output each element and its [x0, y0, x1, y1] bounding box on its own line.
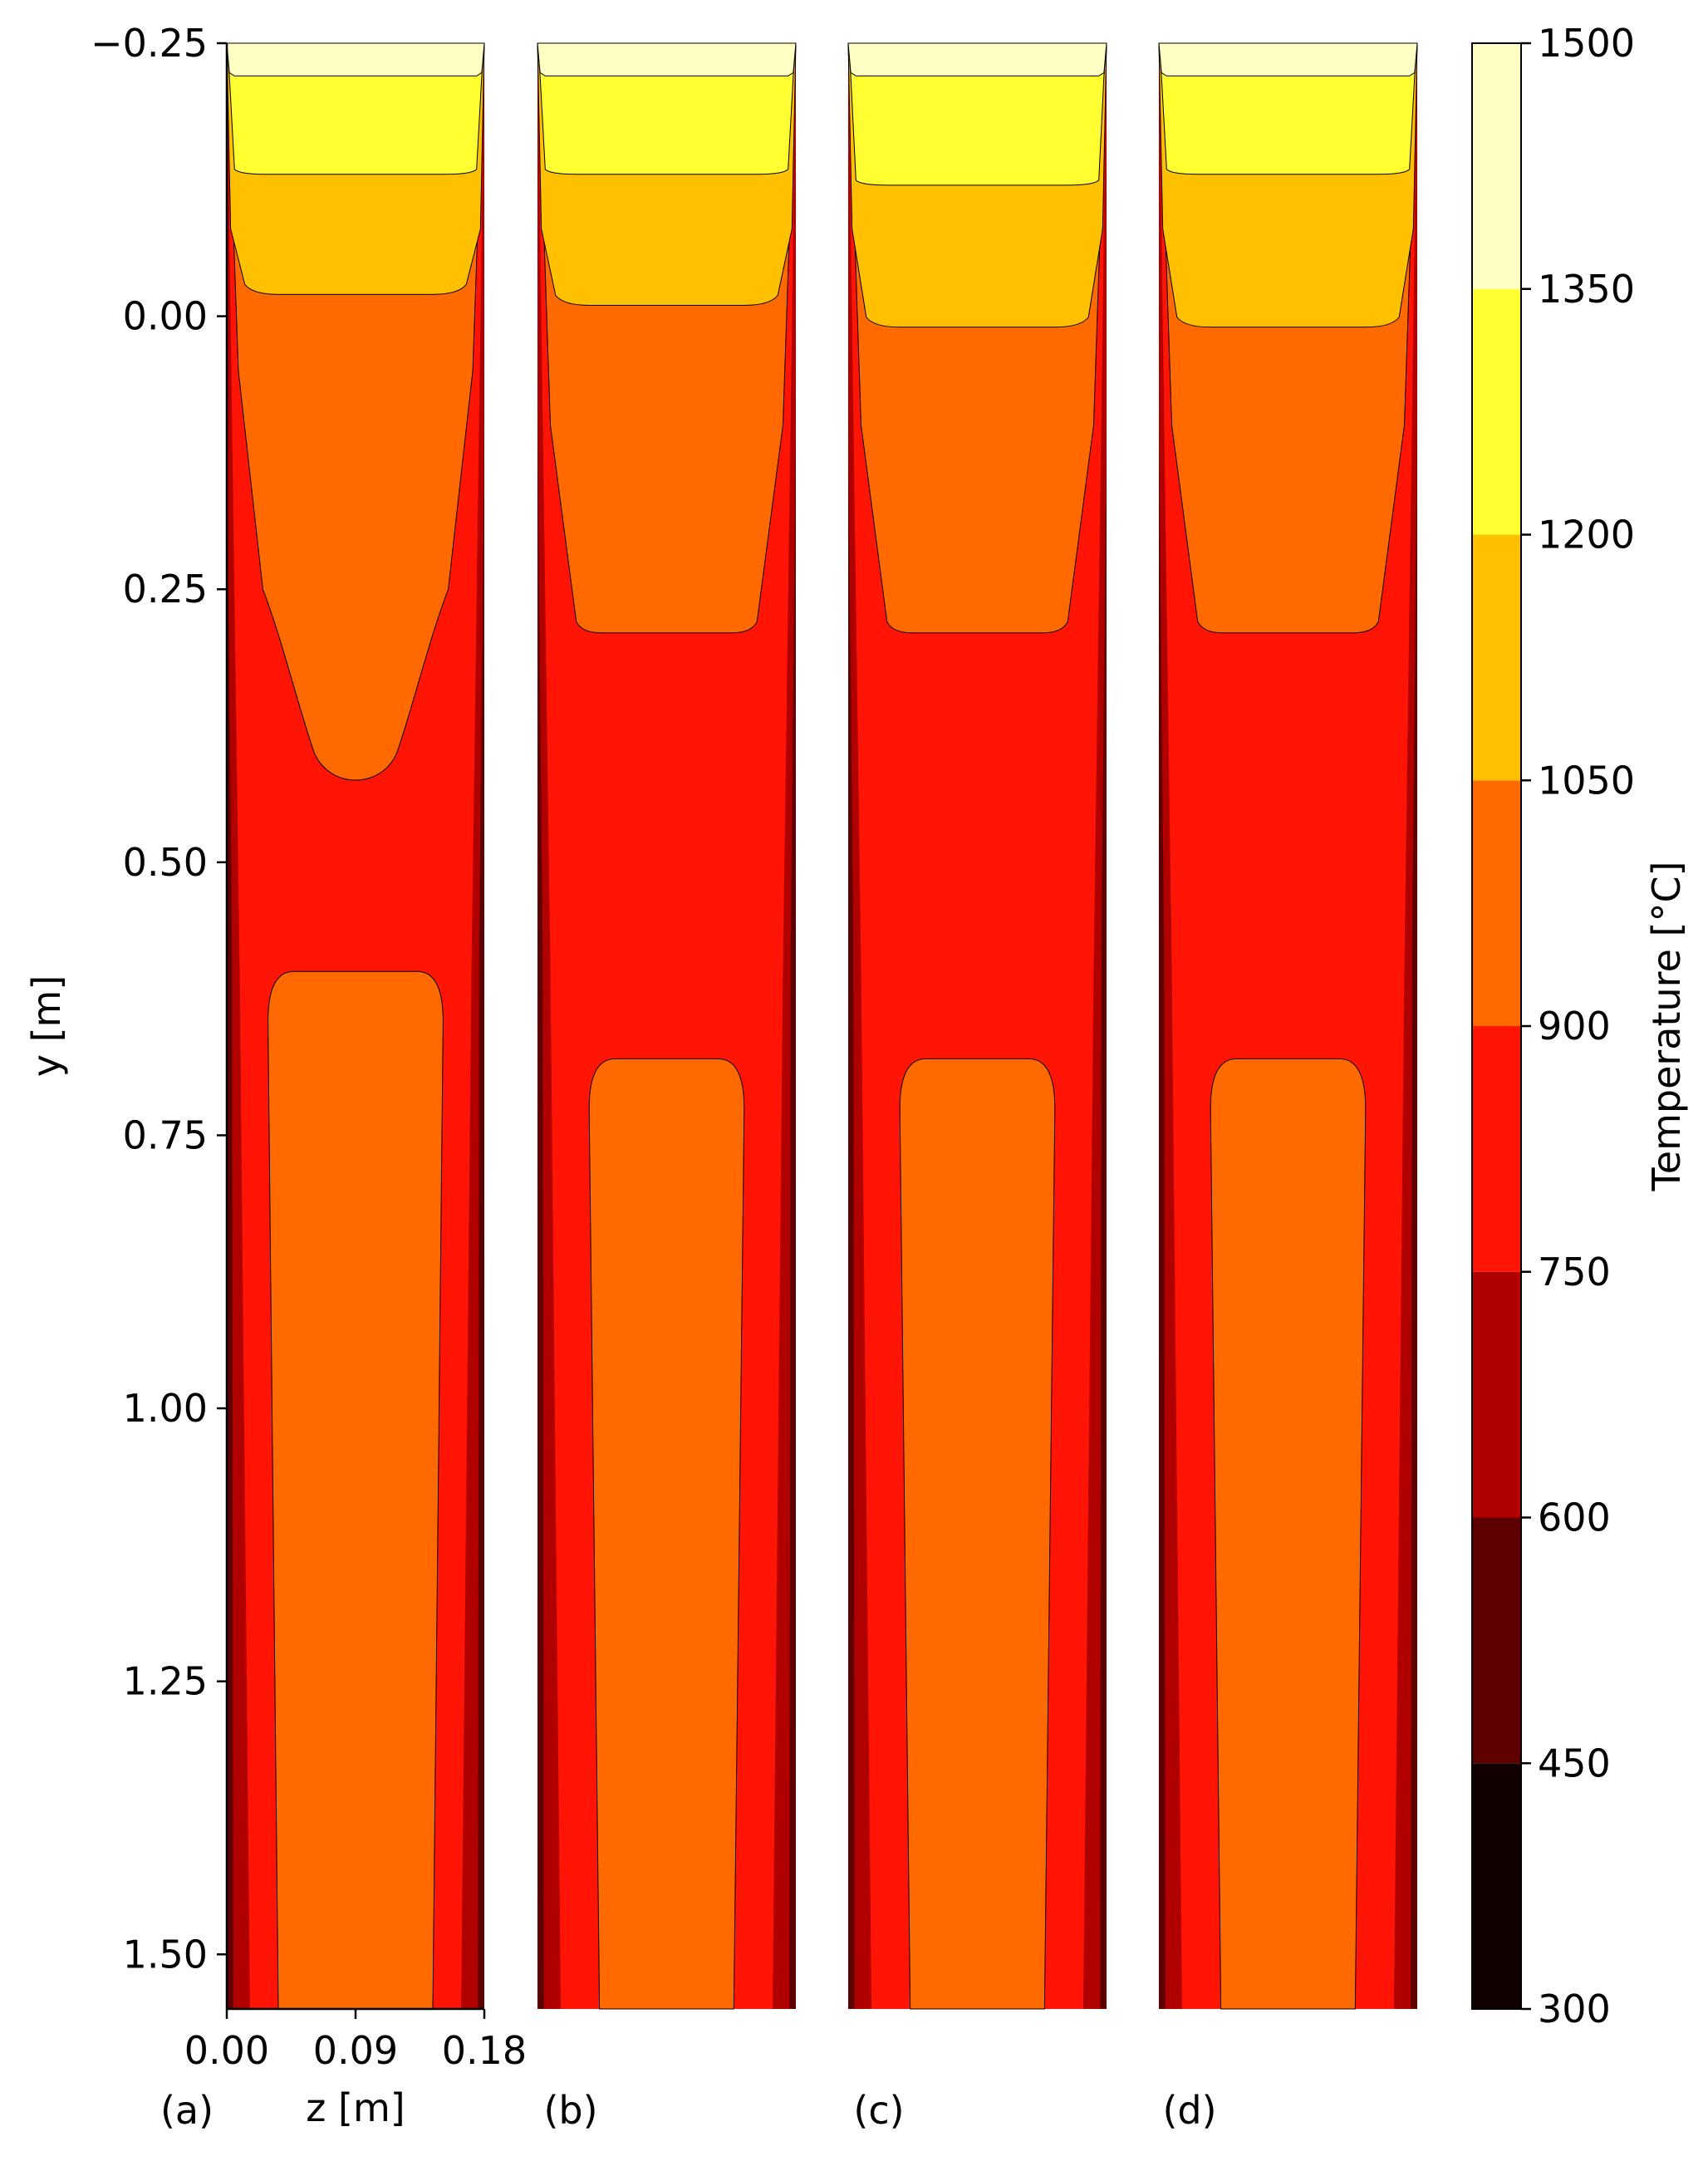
panel-a: (a): [160, 42, 485, 2133]
y-axis-label: y [m]: [24, 975, 69, 1078]
panel-b-contour-fills: [537, 42, 797, 2010]
colorbar-tick-label: 1050: [1538, 758, 1635, 803]
colorbar-segment: [1472, 43, 1521, 289]
panel-label-a: (a): [160, 2088, 214, 2133]
colorbar-segment: [1472, 780, 1521, 1026]
contour-region-1350-1500: [537, 42, 797, 76]
y-tick-label: 0.25: [123, 567, 208, 611]
colorbar-ticks: 300 450 600 750 900 1050 1200 1350 1500: [1521, 21, 1635, 2031]
contour-region-lower-core: [267, 970, 444, 2010]
x-axis-label: z [m]: [306, 2085, 405, 2130]
contour-region-lower-core: [1210, 1058, 1367, 2010]
y-tick-label: 0.00: [123, 294, 208, 339]
panel-d: (d): [1158, 42, 1418, 2133]
x-axis: 0.00 0.09 0.18: [184, 2007, 527, 2073]
x-tick-label: 0.00: [184, 2028, 269, 2073]
colorbar-segment: [1472, 534, 1521, 781]
colorbar-segments: [1472, 43, 1521, 2009]
colorbar-tick-label: 900: [1538, 1004, 1611, 1049]
panel-label-b: (b): [543, 2088, 597, 2133]
colorbar-tick-label: 750: [1538, 1250, 1611, 1294]
panel-c-contour-fills: [847, 42, 1107, 2010]
panel-label-c: (c): [853, 2088, 904, 2133]
y-tick-label: 1.50: [123, 1932, 208, 1977]
colorbar-tick-label: 1200: [1538, 513, 1635, 557]
colorbar-segment: [1472, 1763, 1521, 2009]
contour-region-1350-1500: [226, 42, 485, 76]
y-tick-label: 1.00: [123, 1386, 208, 1431]
y-tick-label: 1.25: [123, 1659, 208, 1704]
contour-region-lower-core: [588, 1058, 745, 2010]
colorbar-segment: [1472, 1026, 1521, 1272]
panel-b: (b): [537, 42, 797, 2133]
contour-region-lower-core: [899, 1058, 1056, 2010]
y-tick-label: −0.25: [91, 21, 208, 66]
panel-a-contour-fills: [226, 42, 485, 2010]
x-tick-label: 0.09: [313, 2028, 398, 2073]
y-tick-label: 0.75: [123, 1112, 208, 1157]
panel-label-d: (d): [1162, 2088, 1216, 2133]
panel-c: (c): [847, 42, 1107, 2133]
colorbar-tick-label: 1350: [1538, 267, 1635, 312]
panel-d-contour-fills: [1158, 42, 1418, 2010]
colorbar-tick-label: 300: [1538, 1987, 1611, 2031]
colorbar-label: Temperature [°C]: [1644, 861, 1689, 1191]
contour-region-1200-1350: [847, 42, 1107, 186]
contour-region-1350-1500: [1158, 42, 1418, 76]
colorbar-tick-label: 450: [1538, 1741, 1611, 1785]
colorbar: 300 450 600 750 900 1050 1200 1350 1500: [1471, 21, 1635, 2031]
y-tick-label: 0.50: [123, 840, 208, 885]
colorbar-segment: [1472, 1271, 1521, 1518]
colorbar-tick-label: 1500: [1538, 21, 1635, 66]
x-tick-label: 0.18: [442, 2028, 527, 2073]
colorbar-segment: [1472, 1517, 1521, 1764]
colorbar-segment: [1472, 288, 1521, 535]
y-axis: −0.25 0.00 0.25 0.50 0.75 1.00 1.25 1.50: [91, 21, 228, 2009]
colorbar-tick-label: 600: [1538, 1496, 1611, 1540]
colorbar-frame: [1471, 42, 1522, 2010]
contour-region-1350-1500: [847, 42, 1107, 76]
